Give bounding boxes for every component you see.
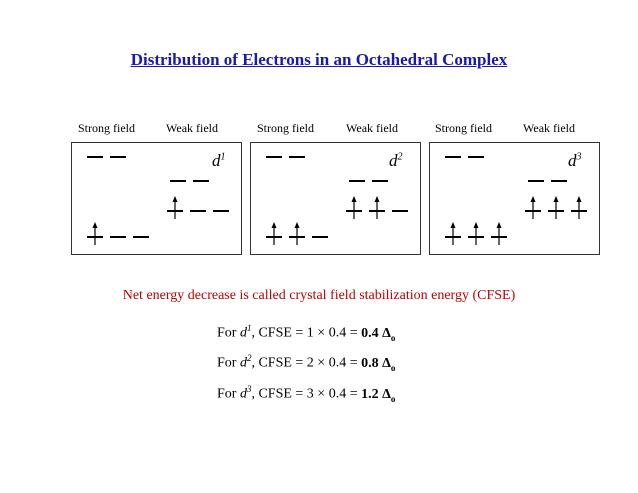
arrow-head (473, 222, 479, 228)
orbital-levels-d3 (445, 156, 587, 245)
arrow-head (530, 196, 536, 202)
energy-diagram-d1: d1 (71, 142, 242, 255)
arrow-head (576, 196, 582, 202)
strong-field-label-3: Strong field (435, 121, 492, 135)
strong-field-label-1: Strong field (78, 121, 135, 135)
arrow-head (450, 222, 456, 228)
strong-field-label-2: Strong field (257, 121, 314, 135)
energy-diagram-d3: d3 (429, 142, 600, 255)
d-config-label: d2 (389, 151, 403, 170)
orbital-levels-d2 (266, 156, 408, 245)
cfse-equation-d1: For d1, CFSE = 1 × 0.4 = 0.4 Δo (217, 323, 396, 343)
arrow-head (351, 196, 357, 202)
arrow-head (496, 222, 502, 228)
page-title: Distribution of Electrons in an Octahedr… (130, 50, 508, 69)
cfse-equation-d2: For d2, CFSE = 2 × 0.4 = 0.8 Δo (217, 353, 396, 373)
cfse-equation-d3: For d3, CFSE = 3 × 0.4 = 1.2 Δo (217, 384, 396, 404)
arrow-head (92, 222, 98, 228)
energy-diagram-d2: d2 (250, 142, 421, 255)
cfse-note: Net energy decrease is called crystal fi… (122, 288, 516, 303)
orbital-levels-d1 (87, 156, 229, 245)
weak-field-label-2: Weak field (346, 121, 399, 135)
d-config-label: d1 (212, 151, 226, 170)
d-config-label: d3 (568, 151, 582, 170)
weak-field-label-1: Weak field (166, 121, 219, 135)
arrow-head (172, 196, 178, 202)
arrow-head (374, 196, 380, 202)
arrow-head (271, 222, 277, 228)
weak-field-label-3: Weak field (523, 121, 576, 135)
arrow-head (553, 196, 559, 202)
arrow-head (294, 222, 300, 228)
